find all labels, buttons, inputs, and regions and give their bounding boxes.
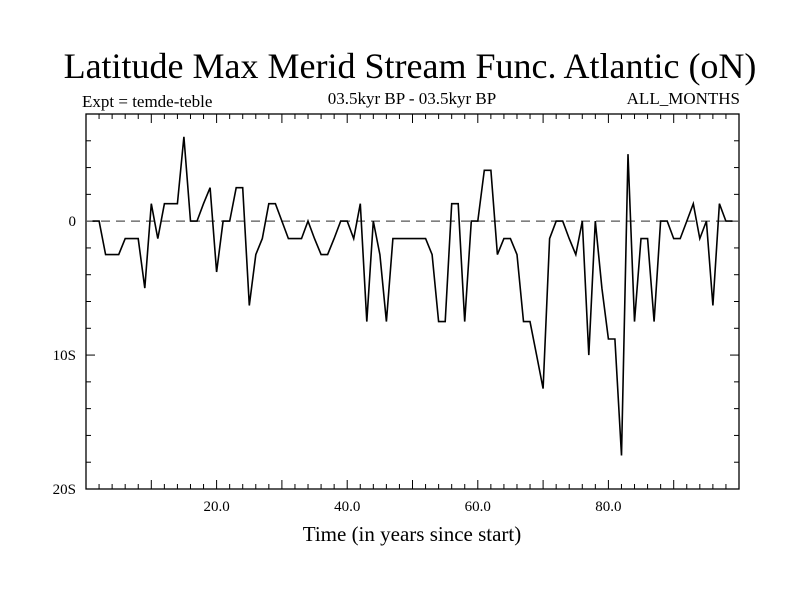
y-tick-label: 0 — [69, 214, 77, 230]
x-axis-label: Time (in years since start) — [303, 522, 522, 546]
data-series — [92, 136, 733, 456]
y-tick-label: 20S — [53, 482, 76, 498]
experiment-label: Expt = temde-teble — [82, 92, 212, 111]
y-tick-label: 10S — [53, 348, 76, 364]
x-tick-label: 40.0 — [334, 499, 360, 515]
months-label: ALL_MONTHS — [627, 89, 740, 108]
axis-tick-labels: 20.0 40.0 60.0 80.0 0 10S 20S — [53, 214, 622, 515]
axis-ticks — [86, 114, 739, 489]
chart-title: Latitude Max Merid Stream Func. Atlantic… — [64, 46, 757, 86]
x-tick-label: 80.0 — [595, 499, 621, 515]
series-line — [92, 136, 733, 456]
plot-frame — [85, 113, 740, 490]
x-tick-label: 20.0 — [203, 499, 229, 515]
x-tick-label: 60.0 — [465, 499, 491, 515]
period-label: 03.5kyr BP - 03.5kyr BP — [328, 89, 496, 108]
